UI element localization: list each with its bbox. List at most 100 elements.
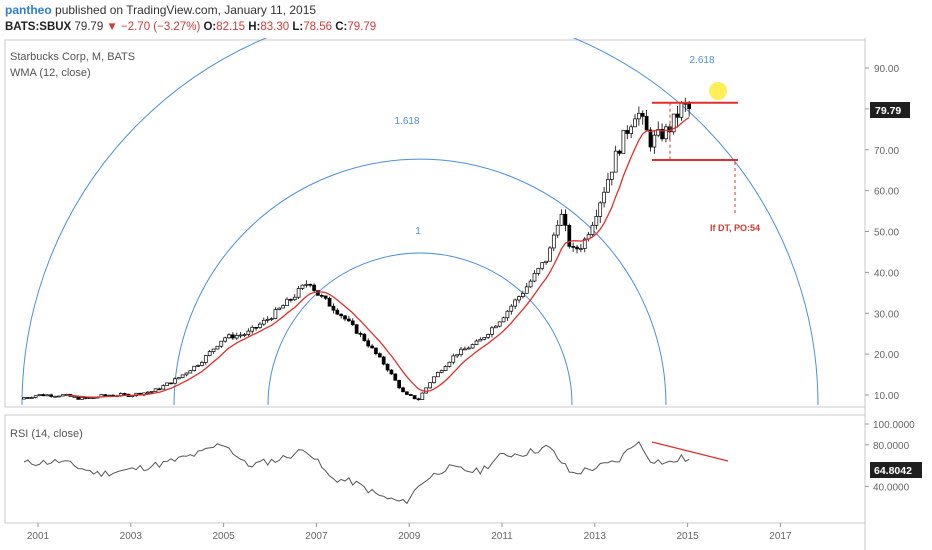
candle-body <box>675 113 680 118</box>
candle-body <box>196 364 200 367</box>
candle-body <box>478 339 483 342</box>
candle-body <box>354 324 359 334</box>
candle-body <box>401 387 405 393</box>
candle-body <box>613 150 618 173</box>
low-value: 78.56 <box>303 21 333 33</box>
candle-body <box>517 296 521 301</box>
candle-body <box>157 388 162 391</box>
candle-body <box>455 354 459 357</box>
candle-body <box>548 247 552 262</box>
candle-body <box>80 397 84 400</box>
candle-body <box>524 286 529 294</box>
time-tick-label: 2007 <box>305 531 328 542</box>
candle-body <box>602 191 606 204</box>
candle-body <box>350 320 355 326</box>
rsi-divergence-line[interactable] <box>651 441 729 462</box>
candle-body <box>362 333 367 342</box>
candle-body <box>408 394 413 396</box>
candle-body <box>296 288 301 298</box>
candle-body <box>153 388 158 392</box>
candle-body <box>389 369 394 375</box>
symbol-label[interactable]: BATS:SBUX <box>5 21 72 33</box>
author-link[interactable]: pantheo <box>5 3 52 17</box>
fib-arc-2 <box>173 158 667 406</box>
candle-body <box>53 395 57 398</box>
candle-body <box>393 373 398 381</box>
publish-info: published on TradingView.com, January 11… <box>55 3 317 17</box>
candle-body <box>37 394 42 397</box>
candle-body <box>598 202 603 217</box>
candle-body <box>22 397 26 400</box>
highlight-marker[interactable] <box>709 82 727 100</box>
candle-body <box>41 394 46 397</box>
time-tick-label: 2011 <box>491 531 513 542</box>
candle-body <box>405 391 409 395</box>
candle-body <box>377 353 382 358</box>
candle-body <box>72 396 77 398</box>
candle-body <box>470 344 475 349</box>
candle-body <box>432 376 436 384</box>
candle-body <box>606 179 610 193</box>
candle-body <box>161 385 166 390</box>
candle-body <box>149 391 154 393</box>
candle-body <box>265 318 270 321</box>
candle-body <box>358 333 363 335</box>
price-tick-label: 30.00 <box>874 309 899 320</box>
candle-body <box>540 262 545 269</box>
price-change: ▼ −2.70 (−3.27%) <box>106 21 201 33</box>
candle-body <box>254 326 258 329</box>
time-tick-label: 2013 <box>584 531 607 542</box>
candle-body <box>258 323 262 328</box>
price-tick-label: 20.00 <box>874 350 899 361</box>
candle-body <box>238 334 243 337</box>
candle-body <box>292 296 297 301</box>
candle-body <box>420 392 425 400</box>
wma-line <box>66 117 690 398</box>
candle-body <box>381 356 386 365</box>
fib-arc-1 <box>267 252 573 406</box>
candle-body <box>234 335 239 339</box>
candle-body <box>497 321 502 327</box>
candle-body <box>188 370 193 374</box>
candle-body <box>211 348 216 352</box>
fib-arc-label: 2.618 <box>689 55 714 66</box>
candle-body <box>173 378 177 384</box>
candle-body <box>567 224 572 247</box>
candle-body <box>49 394 53 397</box>
candle-body <box>482 337 487 340</box>
price-tick-label: 60.00 <box>874 187 899 198</box>
candle-body <box>269 318 274 321</box>
candle-body <box>281 305 285 309</box>
candle-body <box>122 393 127 395</box>
candle-body <box>435 372 440 378</box>
fib-arcs[interactable]: 1 1.618 2.618 <box>21 38 819 406</box>
candle-body <box>316 290 320 296</box>
price-pane[interactable] <box>4 39 866 408</box>
candle-body <box>609 171 614 180</box>
chart-header: pantheo published on TradingView.com, Ja… <box>0 0 932 38</box>
candle-body <box>327 297 332 307</box>
last-price-badge <box>870 102 910 118</box>
candle-body <box>45 394 50 397</box>
candle-body <box>575 246 579 250</box>
candle-body <box>621 130 626 154</box>
candle-body <box>579 248 583 250</box>
price-tick-label: 50.00 <box>874 228 899 239</box>
candle-body <box>428 382 432 389</box>
candle-body <box>648 129 653 148</box>
candle-body <box>87 397 92 399</box>
wma-legend: WMA (12, close) <box>10 67 91 79</box>
candle-body <box>343 315 347 320</box>
candle-body <box>397 379 401 389</box>
candle-body <box>200 362 204 366</box>
candle-body <box>625 130 630 134</box>
candle-body <box>347 318 351 322</box>
candle-body <box>323 295 328 299</box>
fib-arc-label: 1 <box>415 226 421 237</box>
candle-body <box>505 310 510 319</box>
candle-body <box>629 126 633 134</box>
candle-body <box>331 305 336 311</box>
candle-body <box>590 224 595 235</box>
candle-body <box>559 213 564 226</box>
